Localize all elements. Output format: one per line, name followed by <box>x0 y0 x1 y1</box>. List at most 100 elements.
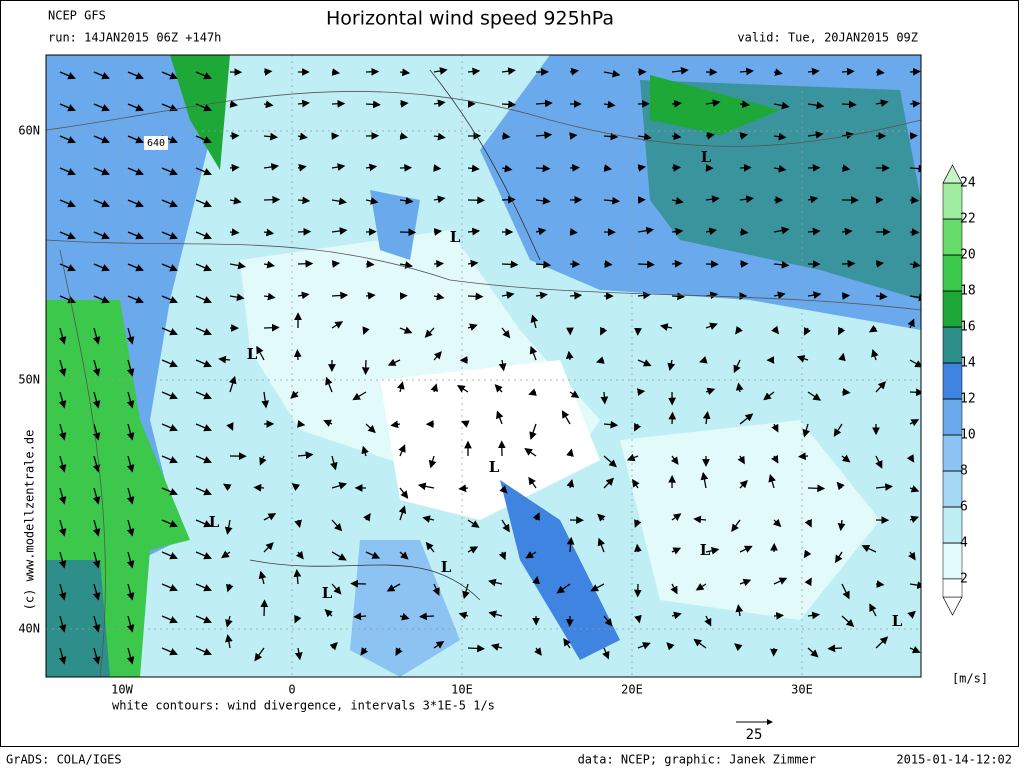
wind-vector <box>195 359 212 368</box>
wind-vector <box>705 322 718 330</box>
wind-vector <box>263 100 274 109</box>
wind-vector <box>702 410 711 425</box>
wind-vector <box>807 291 822 299</box>
wind-vector <box>569 291 583 300</box>
wind-vector <box>399 612 410 621</box>
wind-vector <box>597 537 605 553</box>
colorbar-label: 10 <box>960 428 976 443</box>
wind-vector <box>399 196 414 205</box>
wind-vector <box>161 455 178 464</box>
wind-vector <box>59 263 76 272</box>
wind-vector <box>807 611 820 620</box>
wind-vector <box>841 388 851 396</box>
wind-vector <box>365 100 381 109</box>
wind-vector <box>126 359 135 377</box>
wind-vector <box>827 644 843 653</box>
wind-vector <box>909 260 921 269</box>
wind-vector <box>428 455 437 469</box>
wind-vector <box>528 388 537 396</box>
wind-vector <box>671 164 682 172</box>
wind-vector <box>671 547 682 555</box>
wind-vector <box>841 131 855 140</box>
lon-label: 20E <box>621 683 643 697</box>
wind-vector <box>330 455 338 471</box>
colorbar-label: 8 <box>960 464 968 479</box>
wind-vector <box>807 391 822 401</box>
wind-vector <box>739 132 748 140</box>
wind-vector <box>263 132 279 141</box>
wind-vector <box>909 359 921 368</box>
low-marker: L <box>322 584 333 602</box>
low-marker: L <box>209 513 220 531</box>
wind-vector <box>195 551 212 560</box>
wind-vector <box>501 327 511 339</box>
wind-vector <box>433 259 445 268</box>
wind-vector <box>92 423 101 441</box>
wind-vector <box>161 487 178 496</box>
wind-vector <box>229 196 242 205</box>
wind-vector <box>225 615 233 628</box>
wind-vector <box>907 610 916 619</box>
wind-vector <box>875 455 883 469</box>
wind-vector <box>534 647 542 656</box>
wind-vector <box>363 512 371 522</box>
wind-vector <box>59 167 76 176</box>
wind-vector <box>387 358 401 366</box>
lat-label: 50N <box>18 373 40 387</box>
colorbar-unit: [m/s] <box>952 672 988 686</box>
wind-vector <box>841 100 857 109</box>
wind-vector <box>58 455 67 473</box>
wind-vector <box>525 551 537 559</box>
wind-vector <box>501 67 516 76</box>
wind-vector <box>294 614 302 624</box>
wind-vector <box>93 231 110 240</box>
wind-vector <box>331 163 346 171</box>
wind-vector <box>530 314 539 329</box>
wind-vector <box>637 133 652 141</box>
wind-vector <box>909 99 921 108</box>
wind-vector <box>735 325 743 335</box>
wind-vector <box>127 295 144 304</box>
wind-vector <box>331 583 342 595</box>
wind-field <box>380 360 600 520</box>
wind-vector <box>395 647 403 657</box>
colorbar-label: 22 <box>960 212 976 227</box>
wind-vector <box>127 167 144 176</box>
wind-vector <box>600 326 608 336</box>
wind-vector <box>126 551 135 569</box>
wind-vector <box>353 612 367 621</box>
wind-vector <box>841 259 856 268</box>
wind-vector <box>263 163 280 171</box>
wind-vector <box>875 381 886 393</box>
wind-vector <box>735 382 744 393</box>
colorbar-end <box>942 596 963 616</box>
wind-vector <box>126 487 135 505</box>
wind-vector <box>195 167 212 176</box>
wind-vector <box>59 71 76 80</box>
wind-vector <box>603 132 619 141</box>
wind-vector <box>909 581 921 589</box>
wind-vector <box>93 135 110 144</box>
wind-vector <box>670 455 679 465</box>
wind-field <box>370 190 420 260</box>
wind-vector <box>603 420 619 429</box>
wind-vector <box>498 359 507 372</box>
wind-vector <box>161 359 178 368</box>
title: Horizontal wind speed 925hPa <box>326 8 614 30</box>
wind-vector <box>127 231 144 240</box>
copyright: (c) www.modellzentrale.de <box>23 430 37 611</box>
colorbar-label: 6 <box>960 500 968 515</box>
wind-vector <box>634 422 642 432</box>
wind-vector <box>161 199 178 208</box>
wind-vector <box>569 228 578 236</box>
wind-vector <box>331 481 348 490</box>
wind-vector <box>667 359 676 372</box>
wind-vector <box>671 227 684 236</box>
wind-vector <box>161 647 178 656</box>
lat-label: 40N <box>18 622 40 636</box>
wind-vector <box>229 261 246 270</box>
low-marker: L <box>701 148 712 166</box>
colorbar-label: 12 <box>960 392 976 407</box>
wind-vector <box>773 226 790 235</box>
wind-vector <box>739 578 752 587</box>
